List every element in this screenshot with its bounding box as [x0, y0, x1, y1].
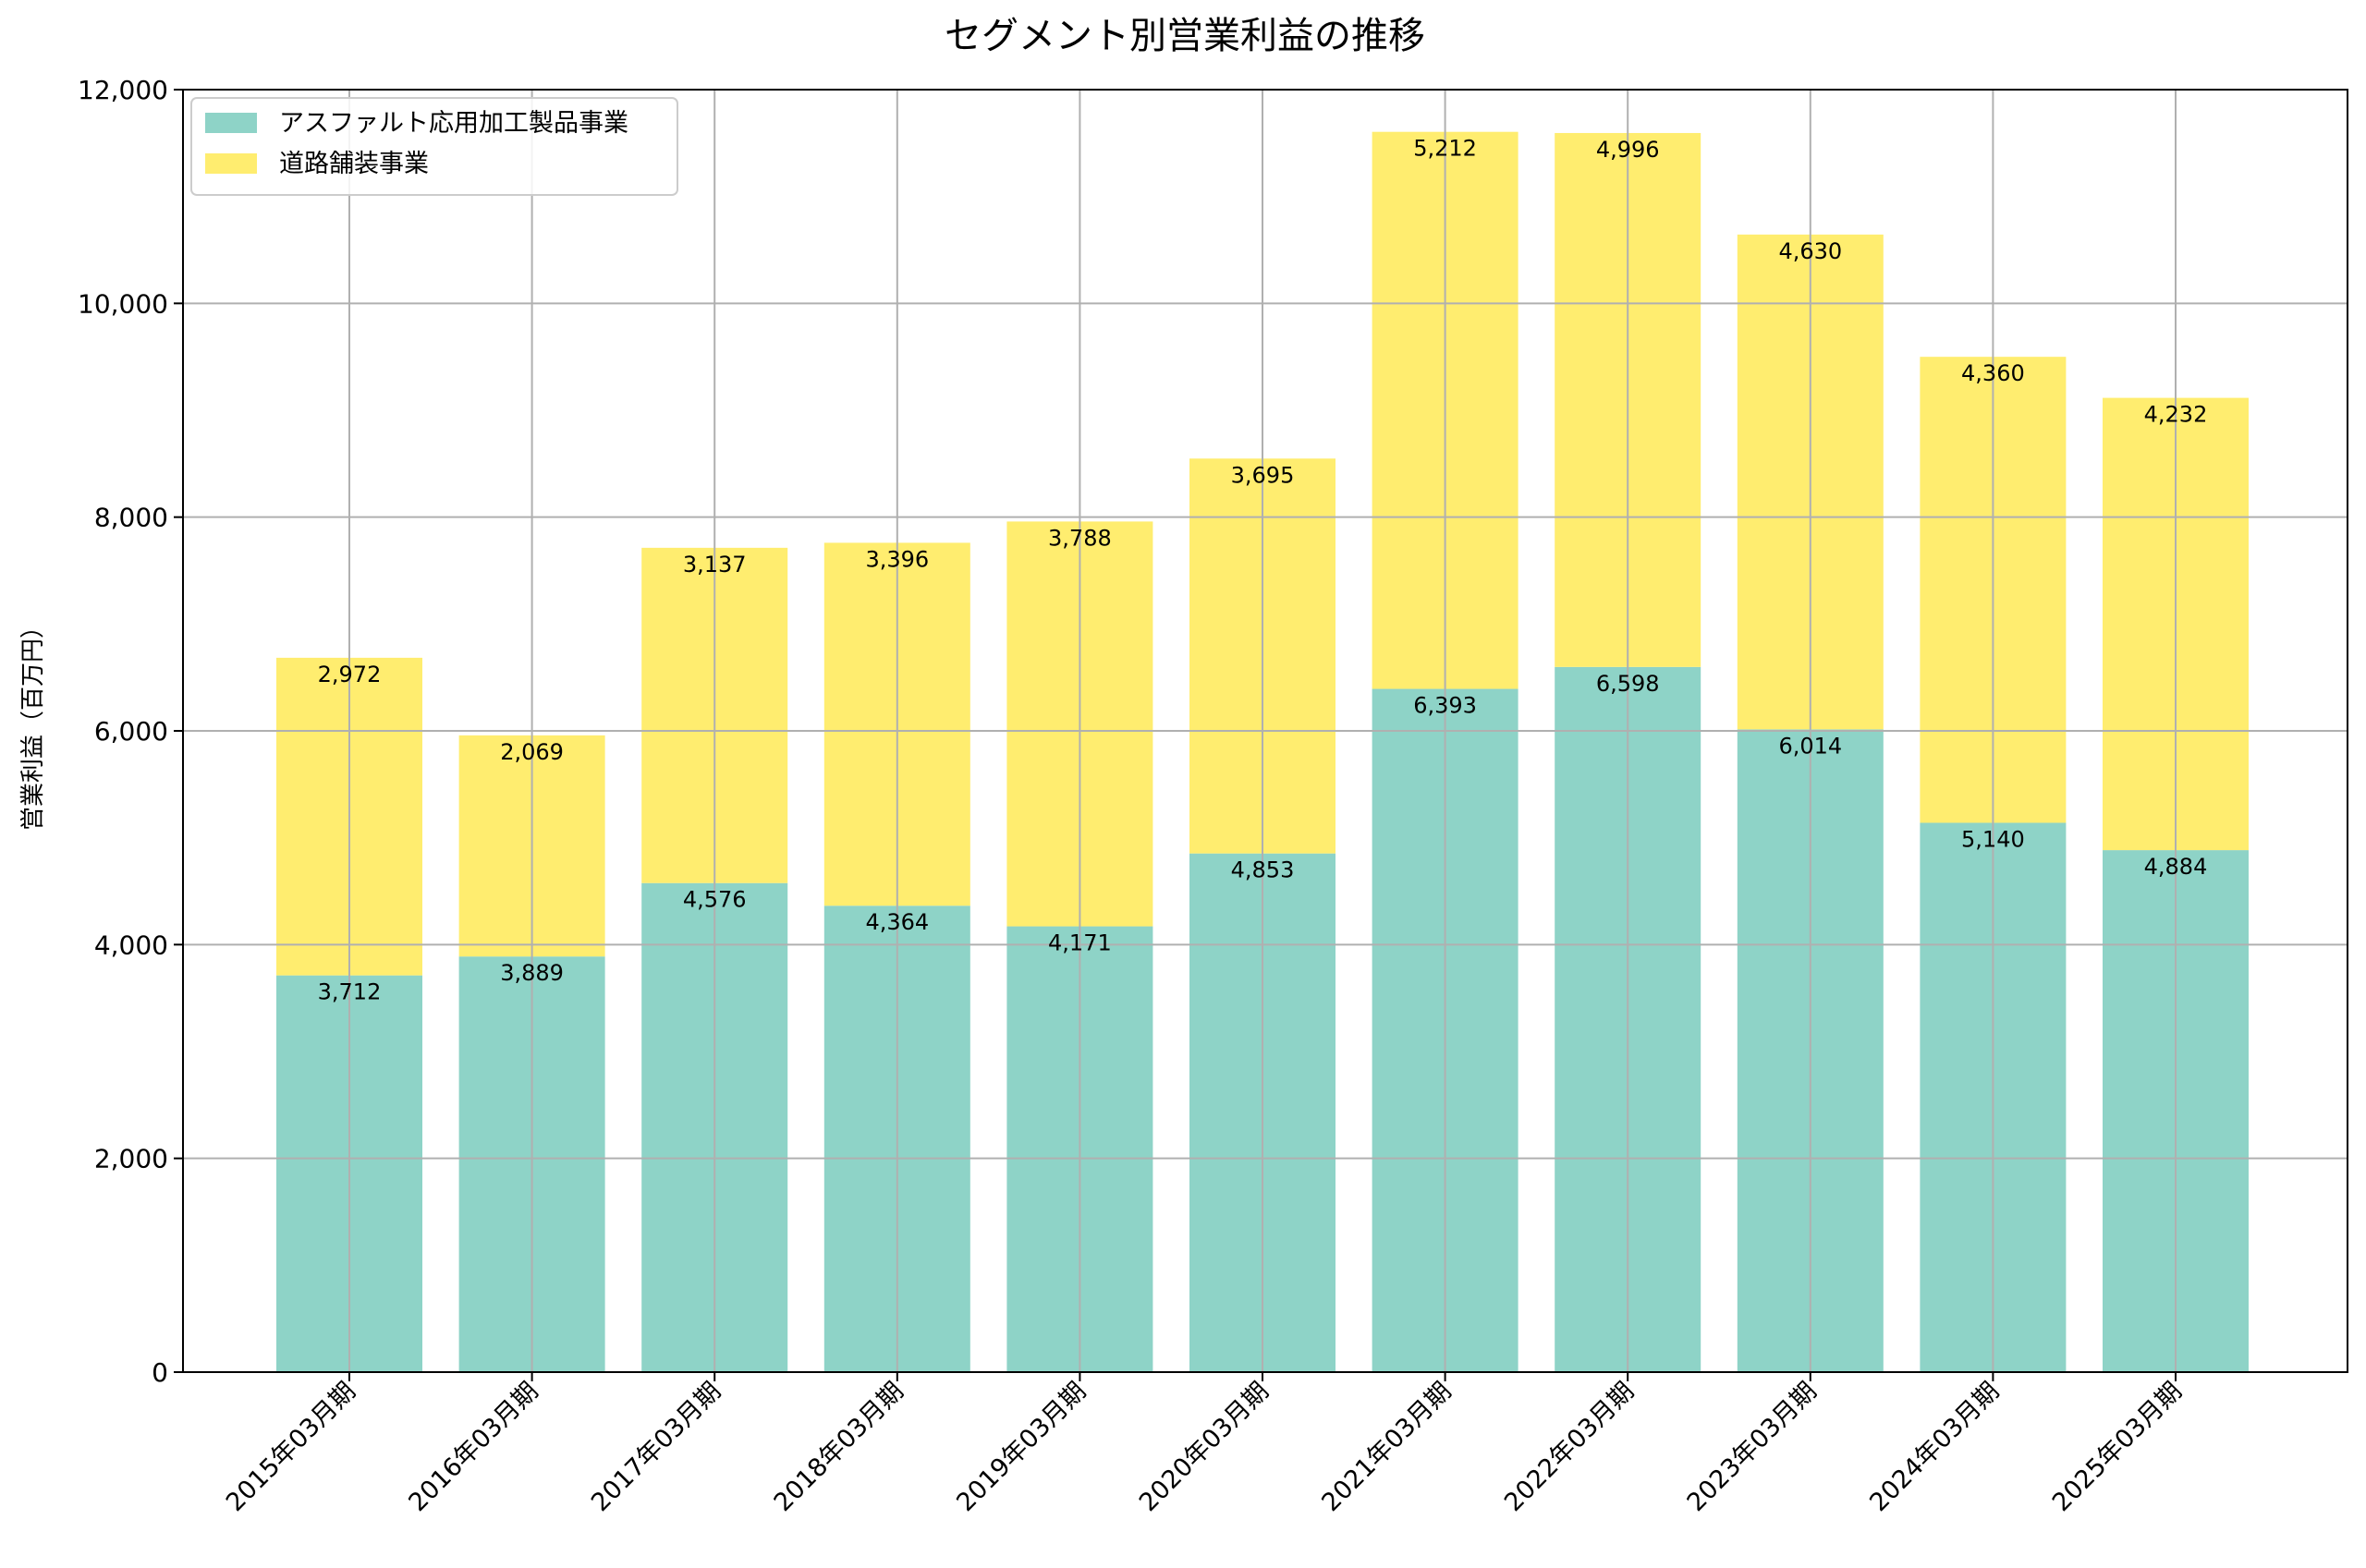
data-label-asphalt-9: 5,140 — [1961, 826, 2025, 852]
x-tick-label-4: 2019年03月期 — [951, 1377, 1092, 1517]
data-label-asphalt-10: 4,884 — [2144, 854, 2208, 880]
legend-box — [190, 97, 678, 196]
y-tick-label-0: 0 — [152, 1357, 168, 1388]
x-tick-label-1: 2016年03月期 — [403, 1377, 543, 1517]
legend-label-paving: 道路舗装事業 — [279, 150, 429, 178]
x-tick-label-7: 2022年03月期 — [1499, 1377, 1640, 1517]
data-label-asphalt-5: 4,853 — [1231, 857, 1295, 883]
data-label-paving-6: 5,212 — [1413, 136, 1477, 162]
data-label-paving-0: 2,972 — [318, 662, 382, 687]
data-label-asphalt-3: 4,364 — [865, 909, 929, 935]
x-tick-label-2: 2017年03月期 — [586, 1377, 726, 1517]
x-tick-label-6: 2021年03月期 — [1316, 1377, 1457, 1517]
data-label-asphalt-1: 3,889 — [500, 960, 564, 986]
data-label-paving-3: 3,396 — [865, 546, 929, 572]
y-axis-label: 営業利益（百万円） — [19, 614, 47, 831]
x-tick-label-8: 2023年03月期 — [1682, 1377, 1823, 1517]
data-label-paving-4: 3,788 — [1048, 525, 1112, 551]
data-label-paving-1: 2,069 — [500, 739, 564, 765]
legend-swatch-paving — [205, 153, 257, 174]
data-label-paving-8: 4,630 — [1778, 238, 1842, 264]
data-label-asphalt-7: 6,598 — [1596, 671, 1660, 697]
data-label-asphalt-6: 6,393 — [1413, 693, 1477, 719]
x-tick-label-5: 2020年03月期 — [1134, 1377, 1274, 1517]
x-tick-label-9: 2024年03月期 — [1864, 1377, 2005, 1517]
plot-area: 3,712 3,889 4,576 4,364 4,171 4,853 6,393 6,598… — [78, 75, 2348, 1517]
data-label-paving-9: 4,360 — [1961, 360, 2025, 386]
chart-title: セグメント別営業利益の推移 — [945, 15, 1425, 57]
legend-label-asphalt: アスファルト応用加工製品事業 — [279, 109, 628, 138]
x-tick-label-0: 2015年03月期 — [221, 1377, 361, 1517]
data-label-paving-2: 3,137 — [683, 552, 747, 577]
y-tick-label-2: 4,000 — [94, 930, 168, 960]
x-tick-label-3: 2018年03月期 — [769, 1377, 909, 1517]
data-label-paving-5: 3,695 — [1231, 462, 1295, 488]
y-tick-label-6: 12,000 — [78, 75, 168, 105]
y-tick-label-5: 10,000 — [78, 288, 168, 319]
data-label-asphalt-8: 6,014 — [1778, 733, 1842, 759]
data-label-paving-10: 4,232 — [2144, 402, 2208, 428]
y-tick-label-3: 6,000 — [94, 716, 168, 747]
y-tick-label-4: 8,000 — [94, 503, 168, 533]
data-label-asphalt-2: 4,576 — [683, 887, 747, 913]
data-label-asphalt-0: 3,712 — [318, 979, 382, 1005]
data-label-asphalt-4: 4,171 — [1048, 930, 1112, 956]
legend-swatch-asphalt — [205, 113, 257, 133]
x-tick-label-10: 2025年03月期 — [2047, 1377, 2188, 1517]
y-tick-label-1: 2,000 — [94, 1144, 168, 1174]
data-label-paving-7: 4,996 — [1596, 137, 1660, 163]
